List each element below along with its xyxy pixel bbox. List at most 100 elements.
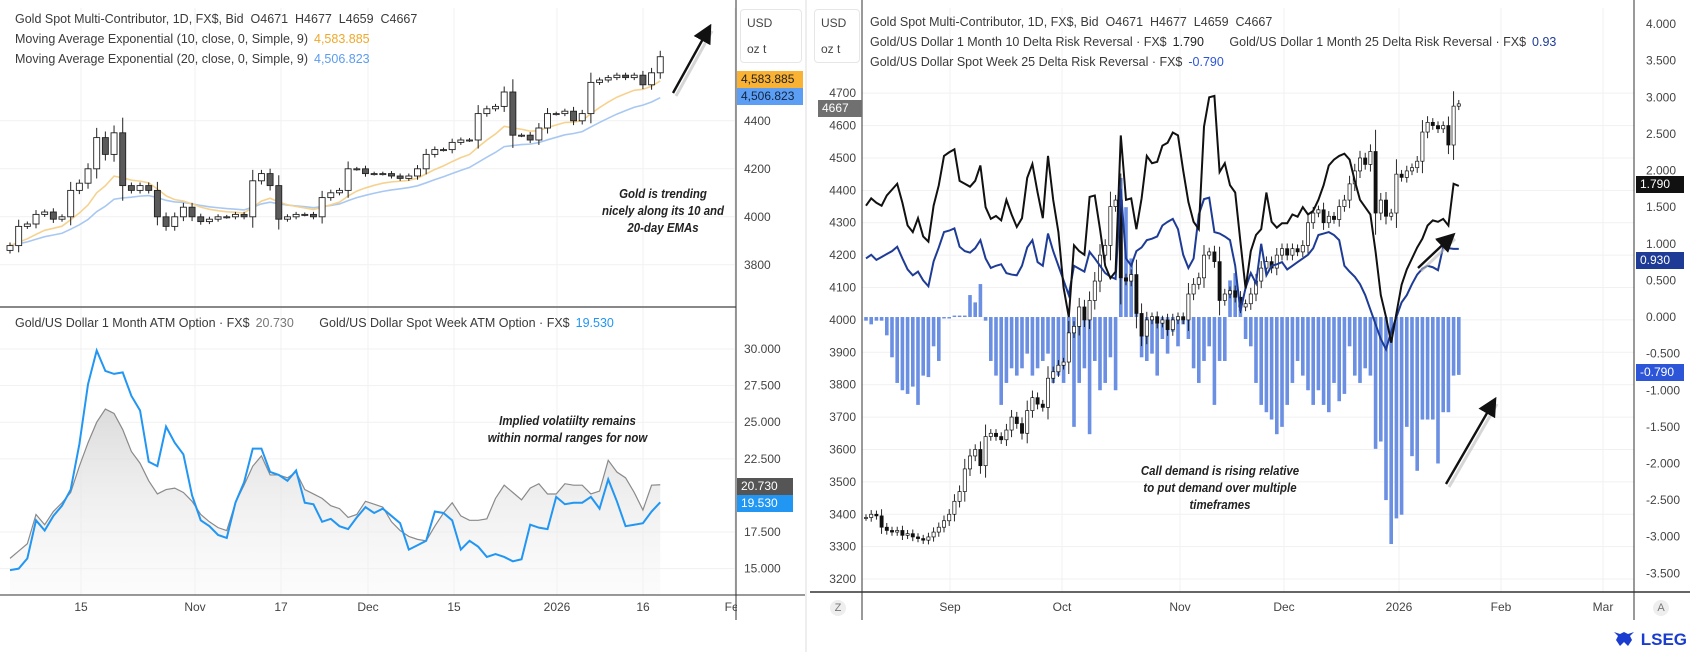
candle bbox=[1326, 215, 1331, 224]
rr-spot-week-bar bbox=[1025, 317, 1029, 354]
candle bbox=[1129, 274, 1134, 282]
candle bbox=[84, 168, 92, 184]
left-price-legend: Gold Spot Multi-Contributor, 1D, FX$, Bi… bbox=[15, 9, 417, 69]
candle bbox=[630, 74, 638, 79]
rr-spot-week-bar bbox=[1207, 317, 1211, 347]
rr-spot-week-bar bbox=[926, 317, 931, 378]
candle bbox=[466, 139, 473, 142]
annotation-call-demand: Call demand is rising relative to put de… bbox=[1132, 462, 1308, 513]
rr-spot-week-bar bbox=[1072, 317, 1076, 427]
candle bbox=[188, 206, 196, 218]
candle bbox=[905, 533, 910, 536]
candle bbox=[1300, 245, 1305, 253]
rr-spot-week-bar bbox=[921, 317, 925, 376]
candle bbox=[1285, 248, 1290, 256]
rr10-label[interactable]: Gold/US Dollar 1 Month 10 Delta Risk Rev… bbox=[870, 35, 1167, 49]
candle bbox=[414, 168, 421, 177]
candle bbox=[921, 538, 926, 541]
rr-spot-week-bar bbox=[890, 317, 894, 358]
left-unit-selector[interactable]: USD oz t bbox=[740, 9, 802, 63]
candle bbox=[1202, 254, 1206, 279]
rr-spot-week-bar bbox=[952, 315, 957, 318]
ema10-price-tag: 4,583.885 bbox=[737, 71, 803, 88]
annotation-line: Call demand is rising relative bbox=[1140, 463, 1300, 478]
ema20-label: Moving Average Exponential (20, close, 0… bbox=[15, 52, 308, 66]
candle bbox=[214, 216, 222, 220]
rr-spot-week-bar bbox=[1243, 317, 1248, 339]
rr-spot-week-bar bbox=[1347, 317, 1352, 347]
candle bbox=[596, 79, 604, 83]
legend-symbol-row[interactable]: Gold Spot Multi-Contributor, 1D, FX$, Bi… bbox=[15, 9, 417, 29]
legend-ema20-row[interactable]: Moving Average Exponential (20, close, 0… bbox=[15, 49, 417, 69]
y-tick-label-left: 3500 bbox=[829, 475, 856, 489]
rr-spot-week-bar bbox=[1358, 317, 1362, 383]
rr-spot-week-bar bbox=[1301, 317, 1305, 376]
annotation-line: timeframes bbox=[1189, 497, 1251, 512]
rr-spot-week-bar bbox=[1150, 317, 1154, 354]
rr-spot-week-bar bbox=[874, 317, 879, 321]
logo-text: LSEG bbox=[1640, 630, 1688, 649]
candle bbox=[301, 213, 309, 216]
candle bbox=[231, 213, 239, 218]
candle bbox=[890, 530, 894, 533]
candle bbox=[544, 113, 551, 129]
candle bbox=[6, 245, 14, 251]
rr-spot-week-bar bbox=[1249, 317, 1253, 347]
candle bbox=[67, 189, 75, 218]
rr-spot-week-bar bbox=[1368, 317, 1373, 376]
ohlc-readout: O4671 H4677 L4659 C4667 bbox=[250, 12, 418, 26]
candle bbox=[994, 432, 998, 437]
x-tick-label: 15 bbox=[74, 600, 88, 614]
candle bbox=[648, 72, 656, 86]
y-tick-label-right: -2.500 bbox=[1646, 493, 1680, 507]
y-tick-label-left: 4100 bbox=[829, 281, 856, 295]
candle bbox=[1051, 371, 1056, 379]
rr-spot-week-bar bbox=[1269, 317, 1274, 420]
y-tick-label-right: -0.500 bbox=[1646, 347, 1680, 361]
candle bbox=[639, 74, 647, 86]
rr-spot-week-bar bbox=[1113, 317, 1118, 391]
candle bbox=[1035, 397, 1040, 405]
rr-spot-week-bar bbox=[1103, 317, 1107, 383]
rr25-label[interactable]: Gold/US Dollar 1 Month 25 Delta Risk Rev… bbox=[1229, 35, 1527, 49]
zoom-reset-button[interactable]: Z bbox=[830, 600, 846, 616]
candle bbox=[1368, 151, 1373, 165]
rr-spot-week-bar bbox=[1410, 317, 1414, 457]
rrsw-tag: -0.790 bbox=[1636, 364, 1684, 381]
rr-spot-week-bar bbox=[1457, 317, 1461, 375]
rr-spot-week-bar bbox=[1212, 317, 1217, 405]
legend-symbol-row[interactable]: Gold Spot Multi-Contributor, 1D, FX$, Bi… bbox=[870, 12, 1556, 32]
legend-ema10-row[interactable]: Moving Average Exponential (10, close, 0… bbox=[15, 29, 417, 49]
rr-spot-week-bar bbox=[994, 317, 998, 376]
x-tick-label: 16 bbox=[636, 600, 650, 614]
candle bbox=[1363, 157, 1368, 165]
rr-spot-week-bar bbox=[1056, 317, 1061, 376]
rr-spot-week-bar bbox=[1087, 317, 1092, 435]
rr-spot-week-bar bbox=[905, 317, 910, 394]
y-tick-label-left: 3600 bbox=[829, 442, 856, 456]
candle bbox=[1290, 248, 1295, 256]
candle bbox=[327, 192, 335, 199]
candle bbox=[526, 134, 534, 141]
rr-spot-week-bar bbox=[895, 317, 899, 383]
rrsw-label[interactable]: Gold/US Dollar Spot Week 25 Delta Risk R… bbox=[870, 55, 1183, 69]
candle bbox=[910, 533, 915, 538]
rr10-tag: 1.790 bbox=[1636, 176, 1684, 193]
arrow-shadow bbox=[1447, 403, 1499, 488]
right-unit-selector[interactable]: USD oz t bbox=[814, 9, 860, 63]
rr-spot-week-bar bbox=[1316, 317, 1321, 391]
annotation-line: within normal ranges for now bbox=[487, 430, 648, 445]
atm-sw-label[interactable]: Gold/US Dollar Spot Week ATM Option · FX… bbox=[319, 316, 570, 330]
atm-sw-tag: 19.530 bbox=[737, 495, 793, 512]
rr-spot-week-bar bbox=[1176, 317, 1180, 347]
rr-spot-week-bar bbox=[963, 315, 967, 318]
rr-spot-week-bar bbox=[1451, 317, 1456, 376]
atm-1m-label[interactable]: Gold/US Dollar 1 Month ATM Option · FX$ bbox=[15, 316, 250, 330]
atm-1m-value: 20.730 bbox=[255, 316, 294, 330]
candle bbox=[879, 515, 884, 528]
auto-scale-button[interactable]: A bbox=[1653, 600, 1669, 616]
y-tick-label-left: 3300 bbox=[829, 540, 856, 554]
candle bbox=[926, 536, 931, 541]
rr25-tag: 0.930 bbox=[1636, 252, 1684, 269]
lseg-logo: LSEG bbox=[1612, 630, 1687, 650]
